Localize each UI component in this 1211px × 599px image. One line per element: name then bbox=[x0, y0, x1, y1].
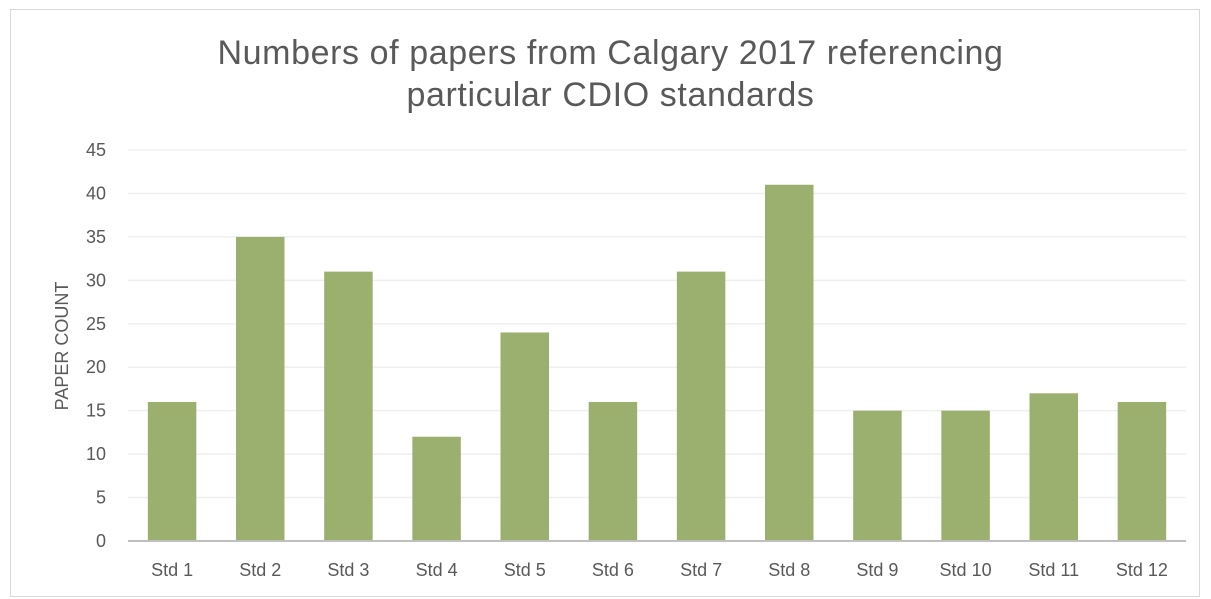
bar bbox=[412, 436, 461, 541]
bar bbox=[588, 401, 638, 541]
gridlines bbox=[128, 149, 1186, 499]
bar bbox=[147, 401, 197, 541]
x-tick-label: Std 6 bbox=[592, 560, 634, 580]
y-tick-label: 20 bbox=[86, 357, 106, 377]
x-tick-label: Std 3 bbox=[327, 560, 369, 580]
y-tick-label: 0 bbox=[96, 531, 106, 551]
bar bbox=[765, 184, 814, 541]
bar bbox=[500, 332, 549, 541]
y-tick-label: 5 bbox=[96, 488, 106, 508]
x-tick-label: Std 8 bbox=[768, 560, 810, 580]
y-tick-label: 15 bbox=[86, 401, 106, 421]
y-tick-label: 35 bbox=[86, 227, 106, 247]
x-tick-label: Std 1 bbox=[151, 560, 193, 580]
y-tick-label: 25 bbox=[86, 314, 106, 334]
x-tick-label: Std 9 bbox=[856, 560, 898, 580]
x-tick-label: Std 12 bbox=[1116, 560, 1168, 580]
bar bbox=[676, 271, 726, 541]
bar bbox=[1117, 401, 1167, 541]
y-tick-label: 10 bbox=[86, 444, 106, 464]
chart-title-line-2: particular CDIO standards bbox=[406, 76, 815, 114]
x-tick-label: Std 7 bbox=[680, 560, 722, 580]
chart-title-line-1: Numbers of papers from Calgary 2017 refe… bbox=[217, 34, 1004, 72]
y-tick-label: 40 bbox=[86, 183, 106, 203]
y-tick-label: 45 bbox=[86, 140, 106, 160]
x-tick-label: Std 11 bbox=[1028, 560, 1079, 580]
bars bbox=[147, 184, 1167, 541]
x-tick-label: Std 5 bbox=[504, 560, 546, 580]
bar bbox=[853, 410, 902, 541]
bar bbox=[941, 410, 990, 541]
bar bbox=[324, 271, 373, 541]
x-tick-label: Std 2 bbox=[239, 560, 281, 580]
bar bbox=[1029, 393, 1078, 541]
tick-labels: 0 5 10 15 20 25 30 35 40 45 Std 1 Std 2 Std 3 Std 4 St… bbox=[86, 140, 1168, 580]
x-tick-label: Std 10 bbox=[940, 560, 992, 580]
x-tick-label: Std 4 bbox=[416, 560, 458, 580]
chart-title: Numbers of papers from Calgary 2017 refe… bbox=[0, 32, 1211, 116]
bar bbox=[236, 236, 285, 541]
y-tick-label: 30 bbox=[86, 270, 106, 290]
y-axis-title: PAPER COUNT bbox=[52, 282, 72, 411]
